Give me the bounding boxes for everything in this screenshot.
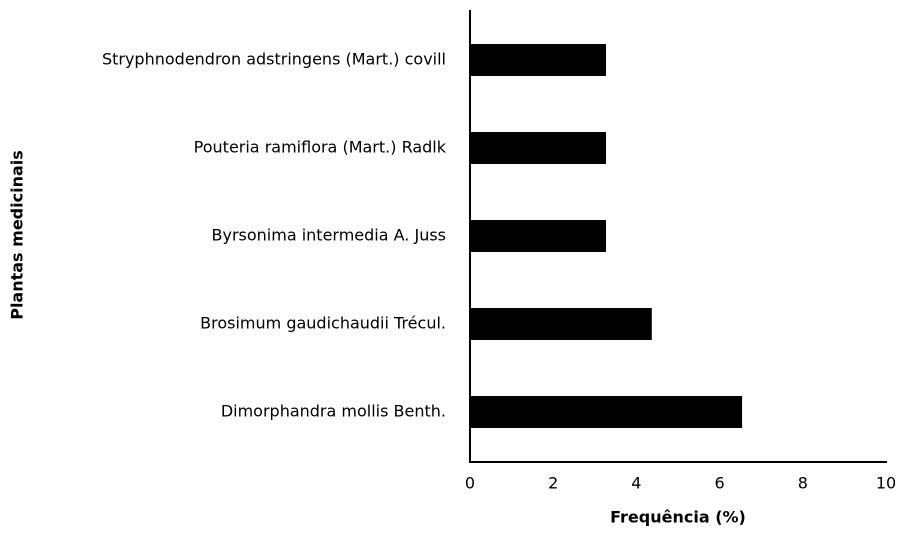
- x-tick-label: 0: [465, 474, 475, 493]
- x-axis-title: Frequência (%): [610, 508, 746, 527]
- y-axis-title: Plantas medicinais: [8, 150, 27, 320]
- y-tick-label: Brosimum gaudichaudii Trécul.: [200, 314, 446, 333]
- bar: [470, 220, 607, 252]
- y-tick-label: Byrsonima intermedia A. Juss: [212, 226, 447, 245]
- bar: [470, 396, 743, 428]
- x-tick-label: 4: [631, 474, 641, 493]
- y-tick-label: Stryphnodendron adstringens (Mart.) covi…: [102, 50, 446, 69]
- x-tick-label: 6: [715, 474, 725, 493]
- x-tick-label: 8: [798, 474, 808, 493]
- y-tick-label: Dimorphandra mollis Benth.: [221, 402, 446, 421]
- bar: [470, 44, 607, 76]
- x-tick-label: 2: [548, 474, 558, 493]
- y-tick-label: Pouteria ramiflora (Mart.) Radlk: [194, 138, 447, 157]
- x-tick-label: 10: [876, 474, 896, 493]
- bar: [470, 132, 607, 164]
- bar: [470, 308, 652, 340]
